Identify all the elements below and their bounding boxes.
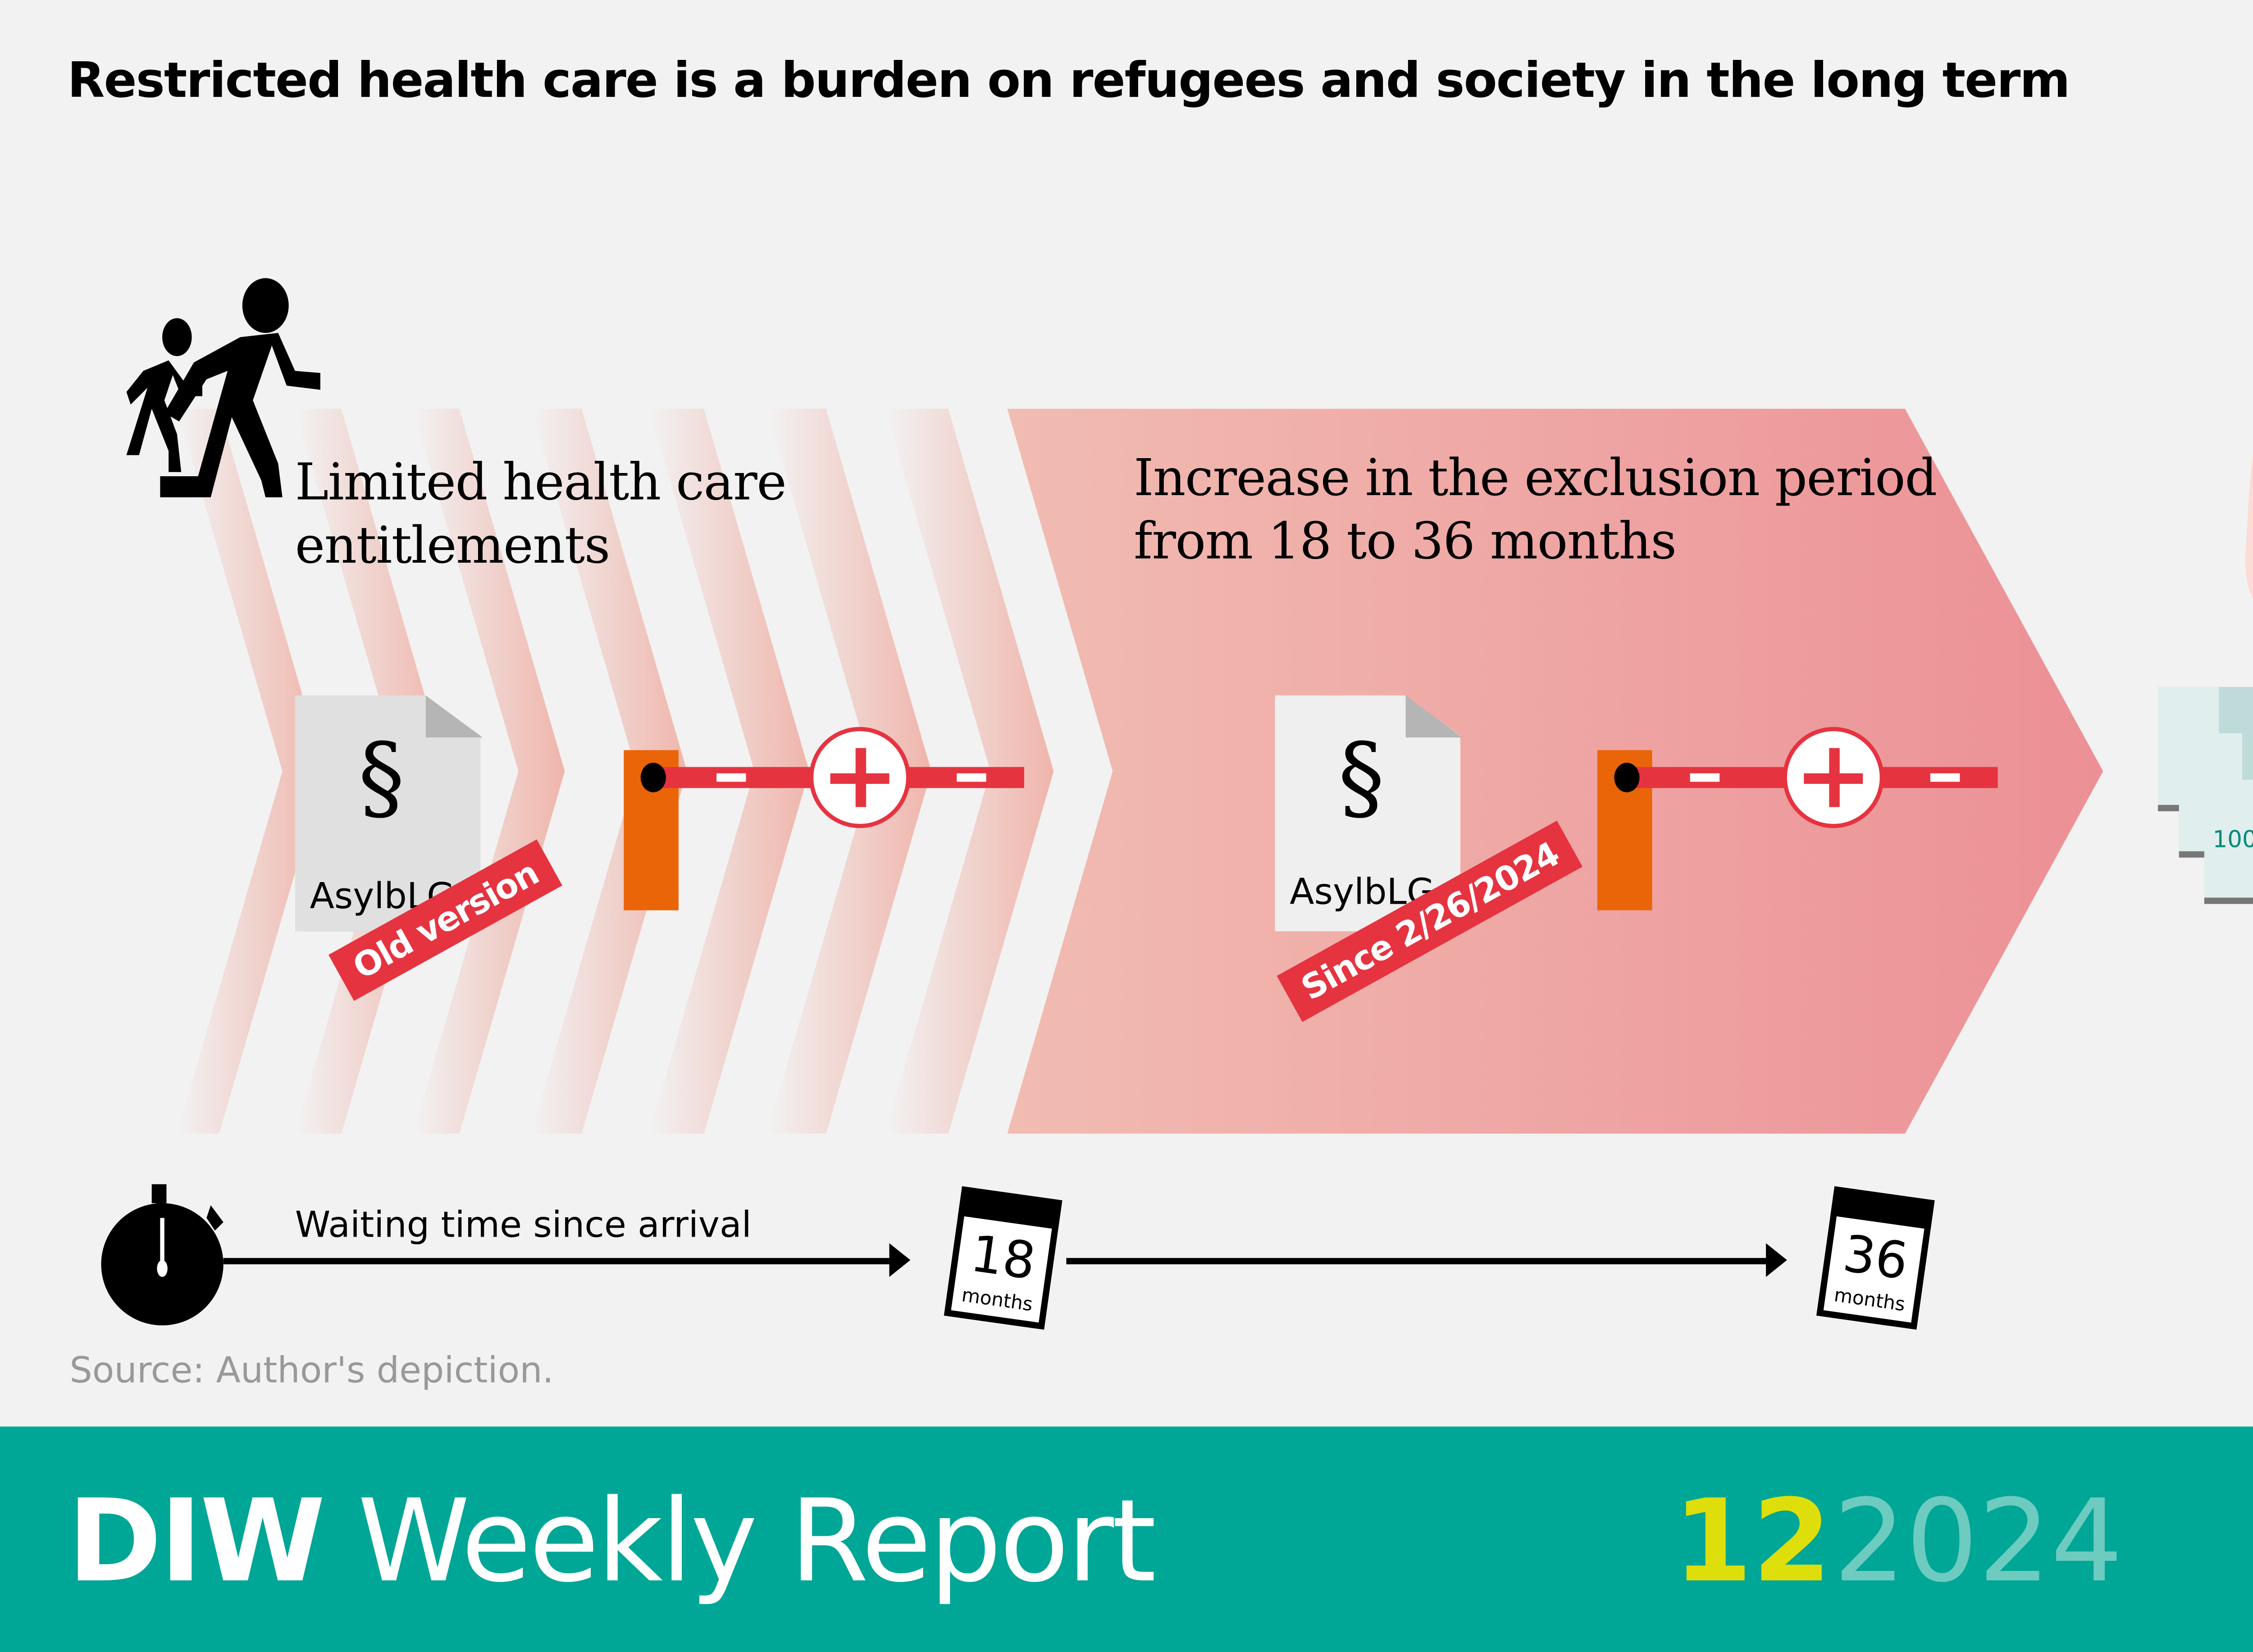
calendar-36-months: 36 months: [1816, 1186, 1935, 1330]
arrow-icon: [889, 1243, 911, 1277]
stage-1-label: Limited health care entitlements: [295, 453, 787, 575]
calendar-icon: [958, 1186, 1063, 1230]
issue-number: 12: [1673, 1475, 1832, 1608]
timeline-label: Waiting time since arrival: [295, 1205, 752, 1247]
barrier-gate-1: [624, 727, 1024, 910]
arrow-icon: [1766, 1243, 1787, 1277]
barrier-gate-2: [1597, 727, 1998, 910]
running-adult-child-icon: [126, 278, 320, 497]
timeline-segment-2: [1066, 1258, 1770, 1265]
red-cross-icon: [809, 727, 911, 828]
source-note: Source: Author's depiction.: [69, 1351, 554, 1393]
page-title: Restricted health care is a burden on re…: [67, 55, 2071, 110]
footer-bar: [0, 1426, 2253, 1652]
issue-year: 2024: [1833, 1475, 2123, 1608]
calendar-icon: [1830, 1186, 1935, 1230]
stopwatch-icon: [101, 1184, 223, 1326]
red-cross-icon: [1783, 727, 1884, 828]
chevron-band: [177, 409, 2103, 1134]
calendar-18-months: 18 months: [944, 1186, 1063, 1330]
timeline-segment-1: [223, 1258, 894, 1265]
person-glow-icon: [2245, 455, 2253, 599]
stage-2-label: Increase in the exclusion period from 18…: [1134, 449, 1937, 571]
footer-brand: DIW Weekly Report: [67, 1475, 1157, 1608]
